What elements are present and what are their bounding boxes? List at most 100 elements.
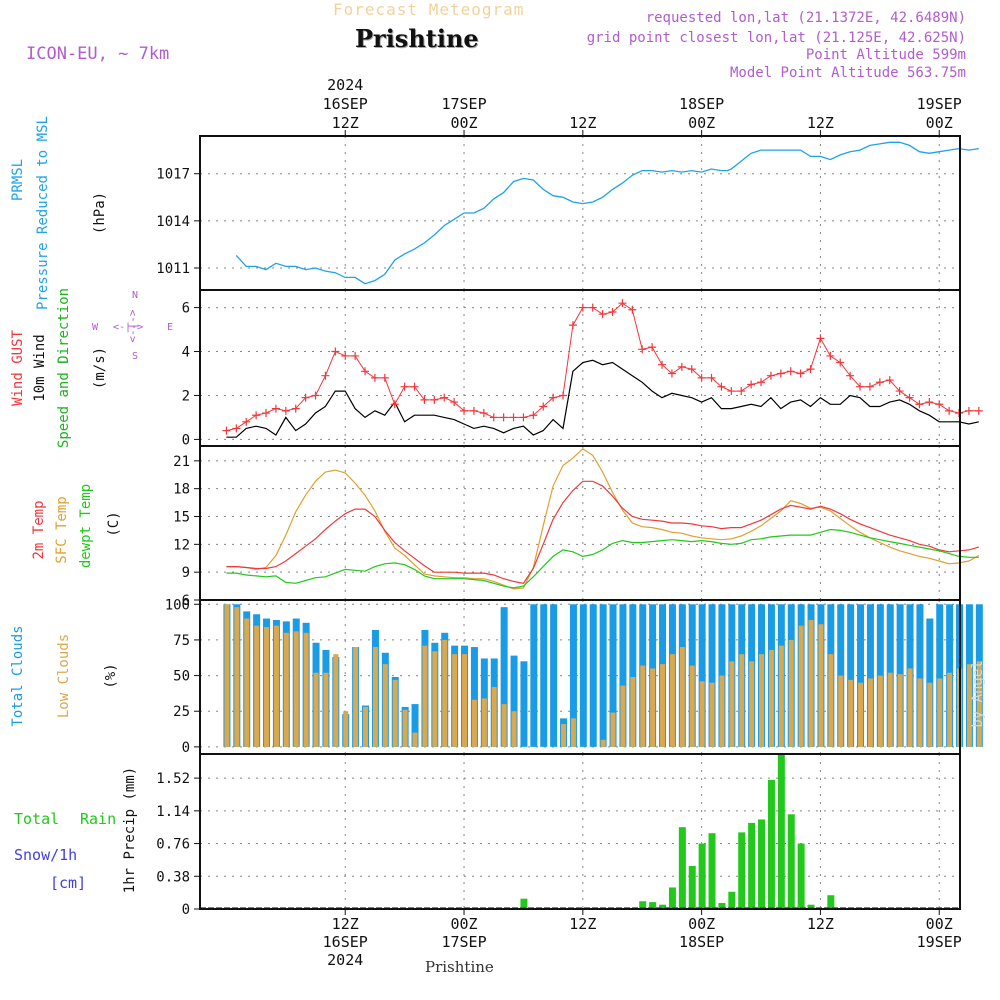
- low-clouds-bar: [848, 679, 854, 747]
- total-clouds-bar: [698, 604, 706, 747]
- y-tick-label: 4: [182, 345, 190, 361]
- low-clouds-bar: [818, 624, 824, 747]
- rain-bar: [649, 902, 657, 909]
- wind-gust-point: [430, 395, 439, 404]
- low-clouds-bar: [343, 711, 349, 747]
- time-label-top: 12Z: [332, 114, 359, 132]
- wind-gust-point: [816, 334, 825, 343]
- time-label-top: 00Z: [926, 114, 953, 132]
- wind-gust-point: [895, 387, 904, 396]
- time-label-bottom: 12Z: [332, 915, 359, 933]
- low-clouds-bar: [412, 732, 418, 747]
- low-clouds-bar: [937, 678, 943, 747]
- precip-unit: 1hr Precip (mm): [122, 767, 138, 893]
- wind-gust-point: [667, 369, 676, 378]
- wind-gust-point: [559, 391, 568, 400]
- wind-gust-point: [321, 371, 330, 380]
- wind-gust-point: [460, 406, 469, 415]
- wind-gust-point: [361, 367, 370, 376]
- wind-gust-point: [648, 343, 657, 352]
- total-clouds-bar: [936, 604, 944, 747]
- wind-gust-point: [776, 369, 785, 378]
- low-clouds-bar: [442, 639, 448, 747]
- rain-bar: [688, 865, 696, 909]
- low-clouds-bar: [471, 699, 477, 747]
- low-clouds-bar: [491, 686, 497, 747]
- low-clouds-bar: [867, 678, 873, 747]
- wind-gust-point: [598, 310, 607, 319]
- y-tick-label: 0: [182, 902, 190, 918]
- pressure-label-prmsl: PRMSL: [10, 159, 26, 201]
- low-clouds-bar: [976, 661, 982, 747]
- compass-s: S: [132, 351, 138, 362]
- low-clouds-bar: [927, 682, 933, 747]
- y-tick-label: 0.38: [156, 869, 190, 885]
- rain-bar: [738, 832, 746, 909]
- wind-gust-point: [836, 358, 845, 367]
- total-clouds-bar: [629, 604, 637, 747]
- total-clouds-bar: [599, 604, 607, 747]
- total-clouds-bar: [530, 604, 538, 747]
- wind-gust-point: [856, 382, 865, 391]
- low-clouds-bar: [699, 681, 705, 747]
- wind-gust-point: [945, 406, 954, 415]
- wind-gust-point: [687, 365, 696, 374]
- y-tick-label: 12: [173, 537, 190, 553]
- low-clouds-bar: [966, 664, 972, 747]
- low-clouds-bar: [689, 665, 695, 747]
- wind-gust-point: [370, 373, 379, 382]
- low-clouds-bar: [392, 679, 398, 747]
- precip-label-rain: Rain: [80, 810, 116, 828]
- total-clouds-bar: [609, 604, 617, 747]
- wind-gust-point: [757, 378, 766, 387]
- time-label-bottom: 18SEP: [679, 933, 724, 951]
- wind-gust-point: [509, 413, 518, 422]
- wind-10m-line: [226, 359, 979, 438]
- wind-gust-point: [875, 378, 884, 387]
- wind-gust-point: [905, 393, 914, 402]
- total-clouds-bar: [540, 604, 548, 747]
- wind-gust-point: [578, 303, 587, 312]
- low-clouds-bar: [501, 704, 507, 747]
- low-clouds-bar: [600, 739, 606, 747]
- rain-bar: [668, 887, 676, 909]
- y-tick-label: 6: [182, 301, 190, 317]
- wind-gust-point: [628, 305, 637, 314]
- clouds-unit: (%): [103, 663, 119, 688]
- rain-bar: [520, 898, 528, 909]
- wind-gust-point: [232, 424, 241, 433]
- pressure-unit: (hPa): [92, 192, 108, 234]
- low-clouds-bar: [452, 654, 458, 747]
- low-clouds-bar: [838, 675, 844, 747]
- wind-gust-point: [638, 345, 647, 354]
- total-clouds-bar: [520, 661, 528, 747]
- low-clouds-bar: [363, 706, 369, 747]
- rain-bar: [758, 819, 766, 909]
- wind-gust-point: [539, 402, 548, 411]
- time-label-top: 17SEP: [441, 95, 486, 113]
- wind-gust-point: [341, 351, 350, 360]
- wind-gust-point: [311, 391, 320, 400]
- low-clouds-bar: [333, 654, 339, 747]
- panel-frame-precip: [199, 753, 961, 910]
- wind-gust-point: [697, 373, 706, 382]
- compass-w: W: [92, 322, 99, 333]
- rain-bar: [718, 902, 726, 909]
- rain-bar: [777, 754, 785, 909]
- y-tick-label: 1.52: [156, 771, 190, 787]
- rain-bar: [797, 843, 805, 909]
- time-label-bottom: 00Z: [688, 915, 715, 933]
- low-clouds-bar: [660, 664, 666, 747]
- low-clouds-bar: [739, 654, 745, 747]
- low-clouds-bar: [481, 698, 487, 747]
- wind-gust-point: [331, 347, 340, 356]
- rain-bar: [659, 904, 667, 909]
- y-tick-label: 21: [173, 454, 190, 470]
- time-label-top: 2024: [327, 76, 363, 94]
- wind-gust-point: [865, 382, 874, 391]
- low-clouds-bar: [432, 651, 438, 747]
- temp-dewpt-line: [226, 528, 979, 589]
- low-clouds-bar: [669, 654, 675, 747]
- rain-bar: [787, 814, 795, 909]
